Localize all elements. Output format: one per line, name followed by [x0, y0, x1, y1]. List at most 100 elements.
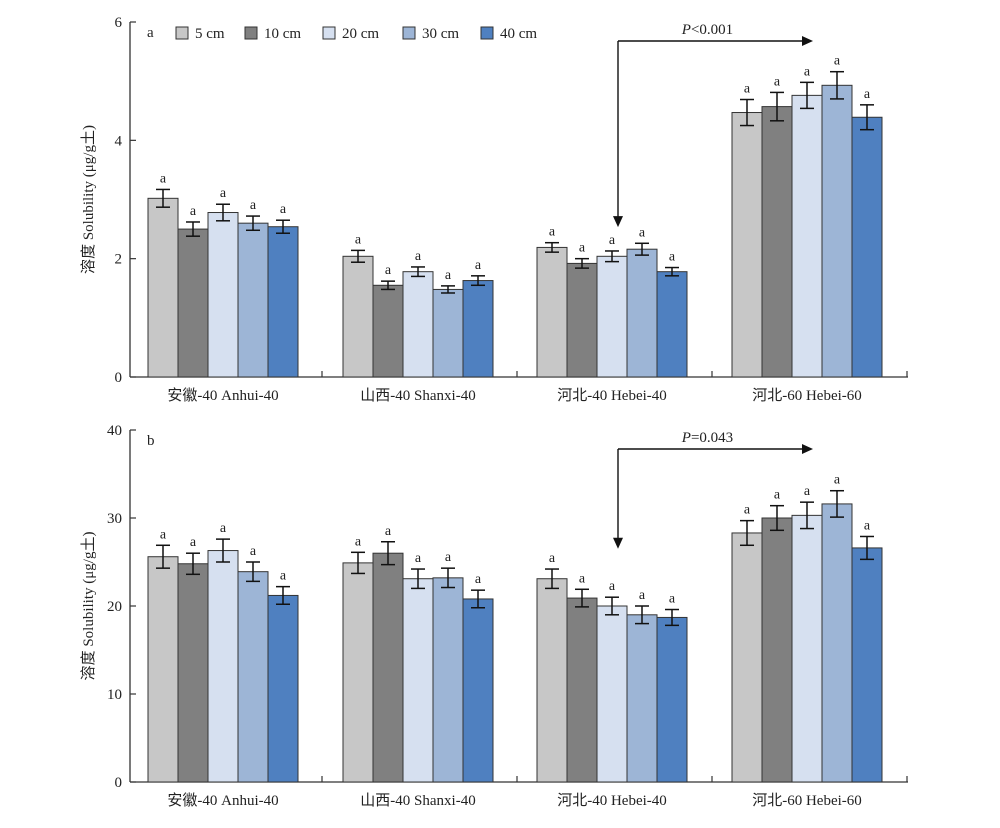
bar — [626, 614, 658, 783]
significance-label: a — [220, 186, 227, 201]
significance-label: a — [744, 503, 751, 518]
annotation-text: P<0.001 — [681, 22, 733, 38]
bar — [821, 503, 853, 783]
bar — [147, 197, 179, 378]
significance-label: a — [385, 524, 392, 539]
significance-label: a — [864, 518, 871, 533]
y-axis-label: 溶度 Solubility (μg/g土) — [80, 532, 97, 681]
bar — [791, 94, 823, 378]
y-tick-label: 4 — [115, 133, 123, 149]
category-label: 山西-40 Shanxi-40 — [360, 387, 475, 404]
significance-label: a — [415, 551, 422, 566]
category-label: 河北-60 Hebei-60 — [752, 792, 862, 809]
y-tick-label: 2 — [115, 252, 123, 268]
category-label: 安徽-40 Anhui-40 — [167, 792, 278, 809]
category-label: 河北-40 Hebei-40 — [557, 792, 667, 809]
bar — [462, 280, 494, 378]
bar — [566, 597, 598, 783]
bar — [462, 598, 494, 783]
legend-label: 10 cm — [264, 26, 301, 42]
bar — [656, 616, 688, 783]
bar — [372, 552, 404, 783]
significance-label: a — [804, 64, 811, 79]
legend-label: 5 cm — [195, 26, 225, 42]
bar — [402, 271, 434, 378]
significance-label: a — [415, 249, 422, 264]
bar — [372, 284, 404, 378]
significance-label: a — [579, 571, 586, 586]
legend-swatch — [322, 26, 336, 40]
significance-label: a — [804, 484, 811, 499]
bar — [207, 550, 239, 783]
annotation-arrowhead — [802, 444, 813, 454]
bar — [731, 112, 763, 378]
bar — [791, 514, 823, 783]
significance-label: a — [220, 521, 227, 536]
category-label: 安徽-40 Anhui-40 — [167, 387, 278, 404]
significance-label: a — [250, 198, 257, 213]
bar — [821, 84, 853, 378]
significance-label: a — [280, 569, 287, 584]
significance-label: a — [609, 233, 616, 248]
panel-label: b — [147, 433, 155, 449]
bar — [761, 517, 793, 783]
y-tick-label: 10 — [107, 687, 122, 703]
panel-label: a — [147, 25, 154, 41]
significance-label: a — [579, 241, 586, 256]
significance-label: a — [385, 263, 392, 278]
y-tick-label: 20 — [107, 599, 122, 615]
bar — [626, 248, 658, 378]
bar — [536, 246, 568, 378]
bar — [237, 571, 269, 783]
significance-label: a — [445, 550, 452, 565]
bar — [656, 271, 688, 378]
bar — [342, 562, 374, 783]
bar — [267, 594, 299, 783]
bar — [731, 532, 763, 783]
significance-label: a — [774, 74, 781, 89]
significance-label: a — [160, 527, 167, 542]
significance-label: a — [774, 488, 781, 503]
y-tick-label: 0 — [115, 775, 123, 791]
significance-label: a — [250, 544, 257, 559]
annotation-arrowhead — [802, 36, 813, 46]
bar — [851, 116, 883, 378]
bar — [432, 288, 464, 378]
bar — [536, 578, 568, 783]
y-tick-label: 0 — [115, 370, 123, 386]
significance-label: a — [609, 579, 616, 594]
bar — [147, 556, 179, 783]
significance-label: a — [160, 171, 167, 186]
bar — [342, 255, 374, 378]
significance-label: a — [639, 588, 646, 603]
bar — [237, 222, 269, 378]
y-tick-label: 6 — [115, 15, 123, 31]
bar — [596, 605, 628, 783]
bar — [207, 212, 239, 378]
bar — [761, 106, 793, 378]
bar — [402, 578, 434, 783]
y-tick-label: 30 — [107, 511, 122, 527]
legend-swatch — [480, 26, 494, 40]
significance-label: a — [834, 54, 841, 69]
category-label: 河北-40 Hebei-40 — [557, 387, 667, 404]
significance-label: a — [445, 268, 452, 283]
bar — [851, 547, 883, 783]
annotation-arrowhead — [613, 216, 623, 228]
significance-label: a — [355, 232, 362, 247]
significance-label: a — [475, 572, 482, 587]
significance-label: a — [744, 82, 751, 97]
significance-label: a — [280, 202, 287, 217]
legend-swatch — [175, 26, 189, 40]
significance-label: a — [669, 250, 676, 265]
legend-swatch — [402, 26, 416, 40]
significance-label: a — [355, 534, 362, 549]
bar — [267, 226, 299, 378]
category-label: 河北-60 Hebei-60 — [752, 387, 862, 404]
bar — [177, 228, 209, 378]
bar — [432, 577, 464, 783]
annotation-text: P=0.043 — [681, 430, 733, 446]
significance-label: a — [475, 258, 482, 273]
